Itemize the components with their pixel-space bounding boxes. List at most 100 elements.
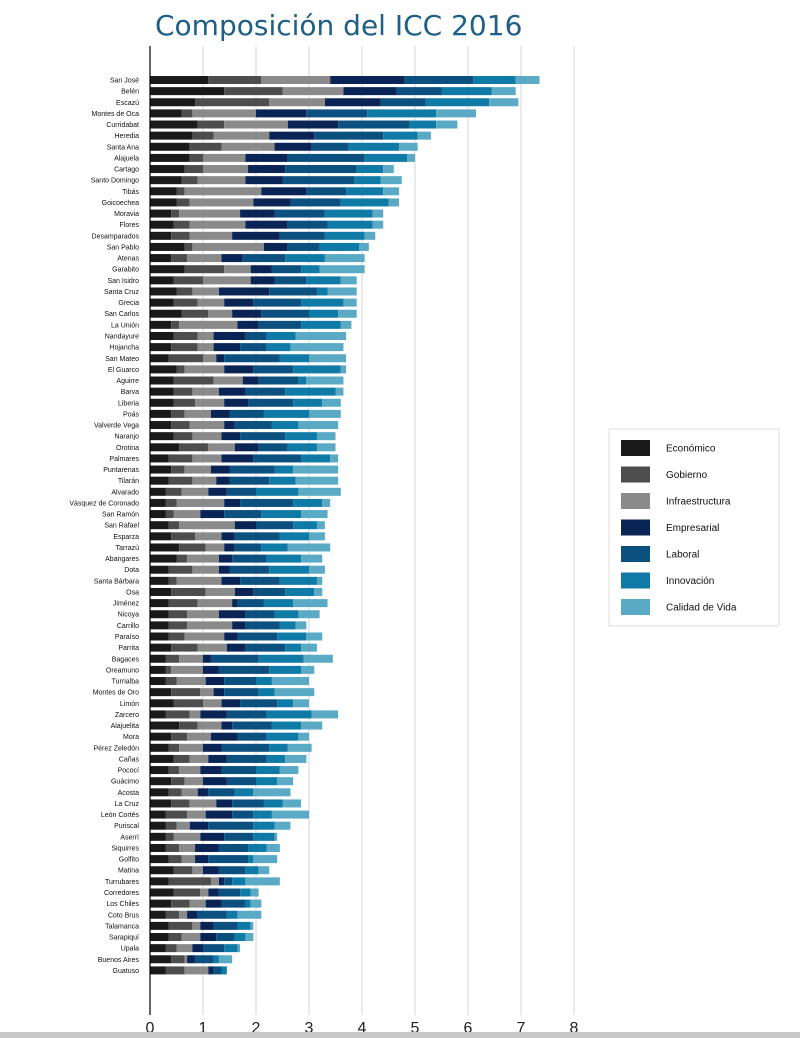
bar-segment bbox=[311, 142, 349, 151]
category-label: Dota bbox=[124, 567, 139, 574]
legend-swatch bbox=[621, 519, 650, 536]
category-label: Santa Ana bbox=[107, 144, 139, 151]
bar-segment bbox=[197, 343, 214, 352]
bar-segment bbox=[189, 220, 246, 229]
bar-segment bbox=[218, 877, 225, 886]
bar-segment bbox=[309, 532, 325, 541]
bar-segment bbox=[441, 87, 492, 96]
bar-segment bbox=[171, 209, 180, 218]
bar-row bbox=[150, 766, 299, 775]
bar-segment bbox=[168, 621, 188, 630]
bar-segment bbox=[150, 265, 185, 274]
bar-segment bbox=[380, 98, 426, 107]
bar-segment bbox=[171, 409, 185, 418]
category-label: Barva bbox=[121, 389, 139, 396]
bar-segment bbox=[240, 699, 278, 708]
bar-segment bbox=[181, 309, 209, 318]
bar-segment bbox=[150, 621, 169, 630]
bar-segment bbox=[298, 376, 307, 385]
bar-segment bbox=[240, 209, 275, 218]
bar-row bbox=[150, 677, 309, 686]
bar-segment bbox=[253, 198, 291, 207]
bar-segment bbox=[256, 109, 307, 118]
bar-segment bbox=[150, 320, 172, 329]
bar-segment bbox=[192, 944, 203, 953]
x-tick-label: 0 bbox=[146, 1020, 155, 1037]
bar-row bbox=[150, 242, 369, 251]
bar-segment bbox=[274, 209, 325, 218]
bar-segment bbox=[173, 510, 201, 519]
bar-segment bbox=[269, 565, 309, 574]
category-label: Matina bbox=[118, 868, 139, 875]
bar-row bbox=[150, 899, 262, 908]
bar-segment bbox=[290, 198, 341, 207]
bar-segment bbox=[367, 109, 437, 118]
bar-segment bbox=[171, 732, 188, 741]
bar-segment bbox=[150, 343, 172, 352]
bar-segment bbox=[179, 910, 188, 919]
bar-segment bbox=[168, 933, 182, 942]
bar-segment bbox=[195, 98, 270, 107]
bar-segment bbox=[322, 498, 331, 507]
bar-segment bbox=[218, 565, 230, 574]
bar-segment bbox=[171, 899, 190, 908]
category-label: Pérez Zeledón bbox=[93, 745, 139, 752]
bar-segment bbox=[277, 699, 294, 708]
bar-segment bbox=[240, 498, 294, 507]
bar-row bbox=[150, 565, 325, 574]
bar-segment bbox=[181, 788, 198, 797]
bar-segment bbox=[256, 766, 280, 775]
bar-segment bbox=[237, 921, 251, 930]
bar-segment bbox=[258, 688, 275, 697]
bar-segment bbox=[203, 276, 251, 285]
legend: Económico Gobierno Infraestructura Empresar… bbox=[608, 428, 780, 627]
bottom-scroll-strip bbox=[0, 1032, 800, 1038]
bar-segment bbox=[261, 76, 331, 84]
bars bbox=[150, 76, 540, 975]
bar-segment bbox=[173, 276, 203, 285]
bar-segment bbox=[274, 142, 312, 151]
bar-row bbox=[150, 699, 309, 708]
bar-row bbox=[150, 231, 376, 240]
bar-segment bbox=[150, 276, 174, 285]
bar-segment bbox=[150, 142, 190, 151]
bar-segment bbox=[279, 576, 317, 585]
category-label: Golfito bbox=[119, 857, 139, 864]
bar-segment bbox=[150, 788, 169, 797]
bar-segment bbox=[203, 944, 225, 953]
bar-segment bbox=[285, 643, 302, 652]
category-label: Mora bbox=[123, 734, 139, 741]
bar-segment bbox=[295, 476, 339, 485]
bar-segment bbox=[242, 376, 259, 385]
bar-segment bbox=[298, 487, 341, 496]
bar-segment bbox=[171, 688, 201, 697]
bar-segment bbox=[221, 142, 275, 151]
bar-segment bbox=[232, 309, 262, 318]
bar-segment bbox=[232, 721, 272, 730]
category-label: La Unión bbox=[111, 322, 139, 329]
bar-segment bbox=[285, 587, 315, 596]
bar-segment bbox=[213, 955, 219, 964]
bar-segment bbox=[274, 276, 307, 285]
category-label: Moravia bbox=[114, 211, 139, 218]
bar-segment bbox=[285, 387, 336, 396]
bar-row bbox=[150, 176, 402, 185]
bar-segment bbox=[150, 309, 182, 318]
bar-segment bbox=[150, 398, 174, 407]
x-tick-label: 2 bbox=[252, 1020, 261, 1037]
bar-segment bbox=[216, 933, 235, 942]
bar-segment bbox=[234, 587, 254, 596]
legend-label: Laboral bbox=[666, 550, 699, 561]
bar-segment bbox=[205, 543, 225, 552]
bar-row bbox=[150, 142, 418, 151]
bar-segment bbox=[417, 131, 431, 140]
bar-segment bbox=[173, 832, 201, 841]
bar-segment bbox=[279, 621, 296, 630]
bar-segment bbox=[226, 710, 267, 719]
bar-segment bbox=[189, 710, 201, 719]
bar-segment bbox=[208, 443, 235, 452]
bar-segment bbox=[192, 287, 219, 296]
category-label: Santa Cruz bbox=[104, 289, 140, 296]
bar-segment bbox=[171, 421, 190, 430]
bar-row bbox=[150, 832, 278, 841]
